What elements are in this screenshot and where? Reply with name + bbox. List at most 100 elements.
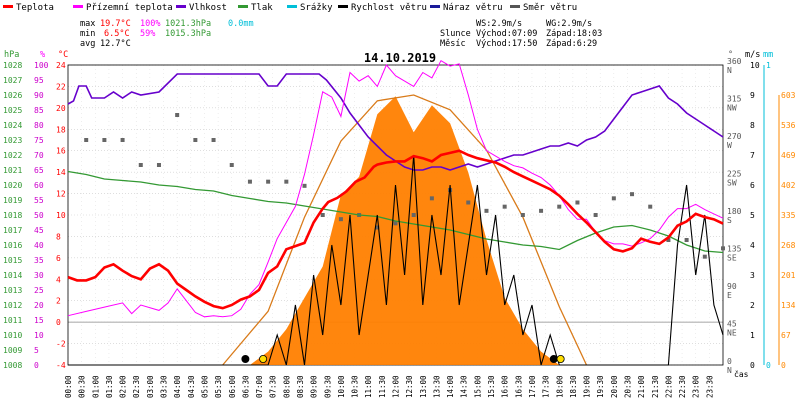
tick-label-time: 00:30 (78, 375, 87, 398)
tick-label-hpa: 1020 (3, 181, 22, 190)
tick-label-hpa: 1023 (3, 136, 22, 145)
stat-max-hum: 100% (140, 19, 160, 29)
tick-label-time: 17:00 (528, 375, 537, 398)
tick-label-time: 10:30 (351, 375, 360, 398)
tick-label-time: 08:00 (282, 375, 291, 398)
tick-label-wm2: 603 (781, 91, 796, 100)
info-sun-label: Slunce (440, 29, 471, 39)
tick-label-hpa: 1017 (3, 226, 22, 235)
wind-direction-point (320, 213, 325, 217)
tick-label-temp: 14 (56, 168, 66, 177)
tick-label-time: 11:00 (364, 375, 373, 398)
tick-label-dir-deg: 225 (727, 170, 742, 179)
tick-label-mm: 1 (766, 61, 771, 70)
tick-label-ms: 1 (750, 331, 755, 340)
axis-units: hPa % °C ° m/s mm (4, 50, 773, 60)
tick-label-pct: 10 (34, 331, 44, 340)
tick-label-time: 09:30 (323, 375, 332, 398)
tick-label-pct: 25 (34, 286, 44, 295)
tick-label-temp: -4 (56, 361, 66, 370)
tick-label-ms: 3 (750, 271, 755, 280)
tick-label-hpa: 1021 (3, 166, 22, 175)
tick-label-time: 12:30 (405, 375, 414, 398)
stat-max-press: 1021.3hPa (165, 19, 211, 29)
wind-direction-point (593, 213, 598, 217)
legend-swatch-humidity (176, 5, 186, 8)
tick-label-temp: 16 (56, 147, 66, 156)
axis-unit-pct: % (40, 50, 45, 60)
axis-unit-dir: ° (728, 50, 733, 60)
legend-ground-temp: Přízemní teplota (86, 3, 173, 13)
tick-label-hpa: 1022 (3, 151, 22, 160)
tick-label-time: 22:00 (664, 375, 673, 398)
tick-label-time: 05:30 (214, 375, 223, 398)
info-moon-rise: Východ:17:50 (476, 39, 537, 49)
tick-label-time: 02:30 (132, 375, 141, 398)
legend-swatch-temperature (3, 5, 13, 8)
tick-label-time: 13:00 (419, 375, 428, 398)
tick-label-time: 16:00 (501, 375, 510, 398)
tick-label-ms: 8 (750, 121, 755, 130)
stat-min-label: min (80, 29, 95, 39)
wind-direction-point (211, 138, 216, 142)
tick-label-dir-deg: 0 (727, 357, 732, 366)
tick-label-time: 13:30 (432, 375, 441, 398)
wind-direction-point (648, 204, 653, 209)
tick-label-time: 04:30 (187, 375, 196, 398)
legend-gust: Náraz větru (443, 3, 503, 13)
tick-label-time: 18:30 (569, 375, 578, 398)
tick-label-hpa: 1009 (3, 346, 22, 355)
tick-label-pct: 65 (34, 166, 44, 175)
info-moon-set: Západ:6:29 (546, 39, 597, 49)
tick-label-time: 21:00 (637, 375, 646, 398)
tick-label-hpa: 1013 (3, 286, 22, 295)
tick-label-hpa: 1016 (3, 241, 22, 250)
tick-label-pct: 0 (34, 361, 39, 370)
humidity-line (67, 73, 724, 171)
tick-label-wm2: 402 (781, 181, 796, 190)
tick-label-ms: 10 (750, 61, 760, 70)
tick-label-wm2: 134 (781, 301, 796, 310)
tick-label-ms: 7 (750, 151, 755, 160)
tick-label-dir-name: NW (727, 104, 737, 113)
tick-label-time: 06:00 (228, 375, 237, 398)
tick-label-pct: 45 (34, 226, 44, 235)
wind-direction-point (302, 183, 307, 188)
tick-label-dir-deg: 135 (727, 245, 742, 254)
tick-label-time: 21:30 (651, 375, 660, 398)
tick-label-temp: 0 (56, 318, 61, 327)
moon-rise-marker (549, 354, 558, 363)
marker-layer (241, 354, 565, 363)
tick-label-pct: 80 (34, 121, 44, 130)
tick-label-time: 15:30 (487, 375, 496, 398)
tick-label-pct: 100 (34, 61, 49, 70)
tick-label-time: 09:00 (310, 375, 319, 398)
tick-label-time: 07:00 (255, 375, 264, 398)
wind-direction-point (393, 221, 398, 226)
tick-label-wm2: 536 (781, 121, 796, 130)
tick-label-time: 04:00 (173, 375, 182, 398)
tick-label-dir-name: SE (727, 254, 737, 263)
tick-label-mm: 0 (766, 361, 771, 370)
tick-label-pct: 70 (34, 151, 44, 160)
tick-label-hpa: 1015 (3, 256, 22, 265)
wind-direction-point (575, 200, 580, 205)
tick-label-wm2: 335 (781, 211, 796, 220)
tick-label-dir-name: SW (727, 179, 737, 188)
tick-label-time: 23:00 (692, 375, 701, 398)
tick-label-dir-deg: 45 (727, 320, 737, 329)
wind-direction-point (193, 138, 198, 142)
tick-label-temp: 24 (56, 61, 66, 70)
stats-block: max 19.7°C 100% 1021.3hPa 0.0mm min 6.5°… (80, 19, 254, 49)
pressure-line (67, 170, 724, 254)
solar-layer (68, 94, 723, 366)
stat-min-temp: 6.5°C (104, 29, 130, 39)
tick-label-temp: 10 (56, 211, 66, 220)
legend-swatch-wind-speed (338, 5, 348, 8)
tick-label-wm2: 67 (781, 331, 791, 340)
tick-label-ms: 6 (750, 181, 755, 190)
tick-label-ms: 9 (750, 91, 755, 100)
tick-label-time: 05:00 (200, 375, 209, 398)
tick-label-temp: -2 (56, 340, 66, 349)
